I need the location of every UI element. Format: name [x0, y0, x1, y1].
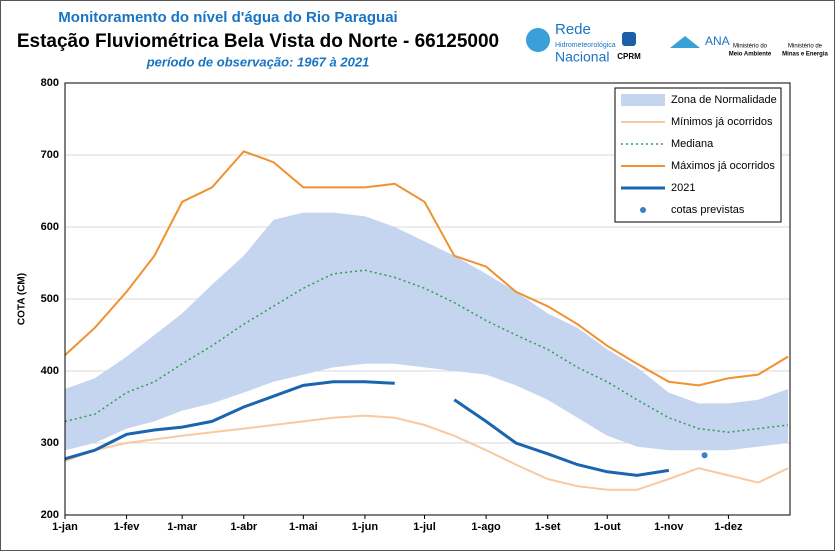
y-tick-label: 400 — [41, 365, 59, 377]
logo-icon — [526, 28, 550, 52]
series-line — [64, 380, 670, 477]
y-tick-label: 700 — [41, 149, 59, 161]
series-line — [64, 414, 789, 491]
logo-text: Meio Ambiente — [729, 52, 772, 58]
legend-label: Mediana — [671, 138, 714, 150]
logo-icon — [622, 32, 636, 46]
plot-border — [64, 82, 791, 516]
y-tick-label: 800 — [41, 77, 59, 89]
logo-text: Minas e Energia — [782, 52, 828, 58]
logo-text: ANA — [705, 34, 730, 48]
series-line — [64, 150, 789, 387]
forecast-point — [701, 452, 708, 459]
x-tick-label: 1-jul — [413, 521, 436, 533]
logo-text: CPRM — [617, 52, 641, 61]
y-tick-label: 600 — [41, 221, 59, 233]
logos: Rede Hidrometeorológica Nacional CPRM AN… — [526, 21, 829, 65]
x-tick-label: 1-set — [535, 521, 561, 533]
legend-label: 2021 — [671, 182, 695, 194]
chart-title: Monitoramento do nível d'água do Rio Par… — [58, 9, 397, 26]
x-tick-label: 1-jun — [352, 521, 379, 533]
x-tick-label: 1-mai — [289, 521, 318, 533]
legend-swatch — [621, 94, 665, 106]
legend-label: cotas previstas — [671, 204, 745, 216]
logo-text: Rede — [555, 21, 591, 38]
y-tick-label: 200 — [41, 509, 59, 521]
x-tick-label: 1-fev — [114, 521, 141, 533]
legend-label: Máximos já ocorridos — [671, 160, 775, 172]
legend-box — [614, 87, 782, 223]
logo-text: Ministério de — [788, 44, 823, 50]
logo-text: Hidrometeorológica — [555, 42, 616, 49]
normal-zone — [65, 212, 789, 451]
logo-text: Ministério do — [733, 44, 768, 50]
y-tick-label: 300 — [41, 437, 59, 449]
x-tick-label: 1-mar — [167, 521, 198, 533]
x-tick-label: 1-dez — [714, 521, 743, 533]
legend-label: Mínimos já ocorridos — [671, 116, 773, 128]
chart-subtitle: Estação Fluviométrica Bela Vista do Nort… — [17, 31, 499, 52]
legend-label: Zona de Normalidade — [671, 94, 777, 106]
logo-text: Nacional — [555, 49, 609, 65]
y-tick-label: 500 — [41, 293, 59, 305]
x-tick-label: 1-out — [594, 521, 621, 533]
logo-icon — [670, 36, 700, 48]
legend-swatch — [640, 207, 646, 213]
y-axis-label: COTA (CM) — [17, 273, 28, 325]
x-tick-label: 1-ago — [471, 521, 501, 533]
x-tick-label: 1-jan — [52, 521, 78, 533]
x-tick-label: 1-nov — [654, 521, 684, 533]
x-tick-label: 1-abr — [230, 521, 258, 533]
period: período de observação: 1967 à 2021 — [146, 54, 370, 69]
